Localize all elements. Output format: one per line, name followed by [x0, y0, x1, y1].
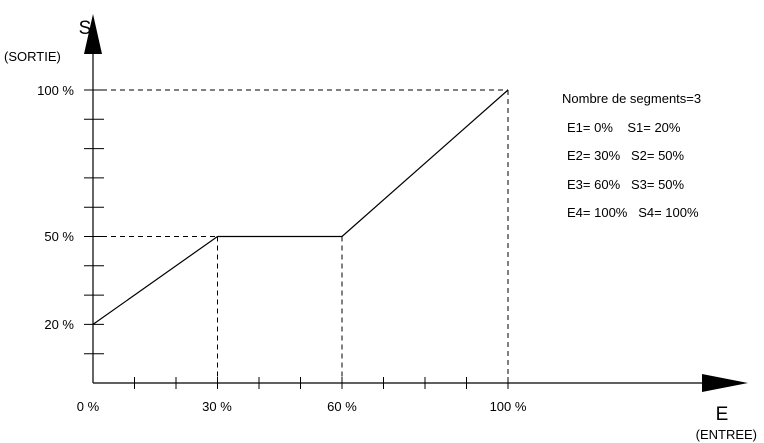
x-tick-label: 100 %: [490, 399, 527, 414]
x-axis-arrow: [702, 374, 748, 392]
x-tick-label: 30 %: [202, 399, 232, 414]
x-axis-letter: E: [716, 404, 729, 425]
segment-legend: Nombre de segments=3 E1= 0% S1= 20% E2= …: [562, 91, 701, 220]
legend-heading: Nombre de segments=3: [562, 91, 701, 106]
legend-line: E4= 100% S4= 100%: [567, 205, 699, 220]
curve-segment: [92, 236, 218, 325]
axes: [84, 14, 748, 392]
legend-line: E3= 60% S3= 50%: [567, 177, 685, 192]
transfer-curve: [92, 89, 509, 325]
y-tick-label: 100 %: [37, 83, 74, 98]
curve-segment: [341, 89, 509, 237]
y-axis-arrow: [84, 14, 102, 54]
legend-line: E1= 0% S1= 20%: [567, 120, 681, 135]
y-axis-letter: S: [79, 18, 92, 39]
y-tick-label: 50 %: [44, 229, 74, 244]
x-tick-label: 60 %: [327, 399, 357, 414]
guide-lines: [93, 89, 509, 383]
x-tick-label: 0 %: [77, 399, 100, 414]
x-axis-caption: (ENTREE): [696, 427, 757, 442]
tick-marks: [84, 89, 509, 389]
y-axis-caption: (SORTIE): [4, 49, 61, 64]
legend-line: E2= 30% S2= 50%: [567, 148, 685, 163]
y-tick-label: 20 %: [44, 317, 74, 332]
